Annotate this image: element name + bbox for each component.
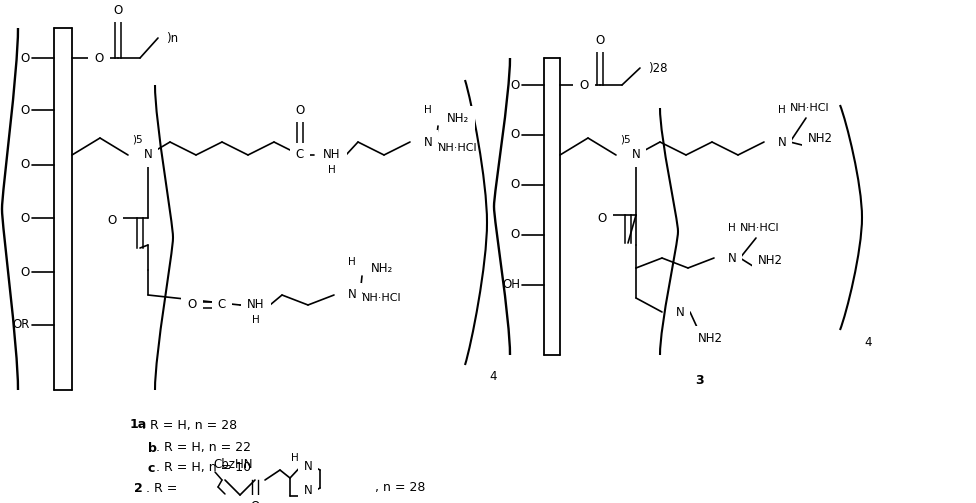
Text: O: O: [510, 179, 520, 192]
Text: . R = H, n = 10: . R = H, n = 10: [156, 461, 251, 474]
Text: NH₂: NH₂: [371, 262, 393, 275]
Text: )5: )5: [620, 135, 630, 145]
Text: N: N: [347, 289, 356, 301]
Text: O: O: [20, 266, 30, 279]
Text: 3: 3: [696, 374, 705, 386]
Text: H: H: [348, 257, 356, 267]
Text: O: O: [107, 213, 116, 226]
Text: O: O: [20, 51, 30, 64]
Text: NH2: NH2: [698, 331, 722, 345]
Text: . R = H, n = 28: . R = H, n = 28: [142, 418, 237, 432]
Text: . R =: . R =: [146, 481, 178, 494]
Text: C: C: [218, 298, 226, 311]
Text: H: H: [728, 223, 736, 233]
Text: O: O: [187, 298, 196, 311]
Text: N: N: [304, 483, 312, 496]
Text: 4: 4: [865, 336, 872, 349]
Text: 1a: 1a: [130, 418, 147, 432]
Text: H: H: [291, 453, 299, 463]
Text: O: O: [20, 211, 30, 224]
Text: O: O: [597, 211, 607, 224]
Text: H: H: [252, 315, 260, 325]
Text: CbzHN: CbzHN: [213, 459, 253, 471]
Text: O: O: [510, 228, 520, 241]
Text: NH·HCl: NH·HCl: [791, 103, 830, 113]
Text: N: N: [728, 252, 736, 265]
Text: NH2: NH2: [757, 254, 783, 267]
Text: O: O: [20, 158, 30, 172]
Text: 4: 4: [489, 371, 497, 383]
Text: NH₂: NH₂: [447, 112, 469, 125]
Text: N: N: [631, 148, 640, 161]
Text: O: O: [251, 500, 260, 503]
Text: NH: NH: [323, 148, 341, 161]
Text: O: O: [20, 104, 30, 117]
Text: OR: OR: [13, 318, 30, 331]
Text: O: O: [595, 34, 604, 46]
Text: H: H: [676, 305, 684, 315]
Text: O: O: [510, 128, 520, 141]
Text: C: C: [296, 148, 305, 161]
Text: O: O: [296, 104, 305, 117]
Text: O: O: [580, 78, 589, 92]
Text: , n = 28: , n = 28: [375, 481, 426, 494]
Text: OH: OH: [502, 279, 520, 292]
Text: NH·HCl: NH·HCl: [438, 143, 478, 153]
Text: )5: )5: [132, 135, 142, 145]
Text: H: H: [425, 105, 431, 115]
Text: 2: 2: [134, 481, 142, 494]
Text: N: N: [675, 305, 684, 318]
Text: NH: NH: [247, 298, 264, 311]
Text: NH2: NH2: [807, 131, 833, 144]
Text: O: O: [113, 4, 123, 17]
Text: O: O: [510, 78, 520, 92]
Text: H: H: [328, 165, 336, 175]
Text: )n: )n: [166, 32, 179, 44]
Text: c: c: [148, 461, 155, 474]
Text: NH·HCl: NH·HCl: [362, 293, 402, 303]
Text: N: N: [143, 148, 152, 161]
Text: N: N: [778, 135, 787, 148]
Text: )28: )28: [648, 61, 668, 74]
Text: N: N: [424, 135, 432, 148]
Text: H: H: [778, 105, 786, 115]
Text: NH·HCl: NH·HCl: [740, 223, 780, 233]
Text: . R = H, n = 22: . R = H, n = 22: [156, 442, 251, 455]
Text: N: N: [304, 460, 312, 472]
Text: b: b: [148, 442, 157, 455]
Text: O: O: [95, 51, 103, 64]
